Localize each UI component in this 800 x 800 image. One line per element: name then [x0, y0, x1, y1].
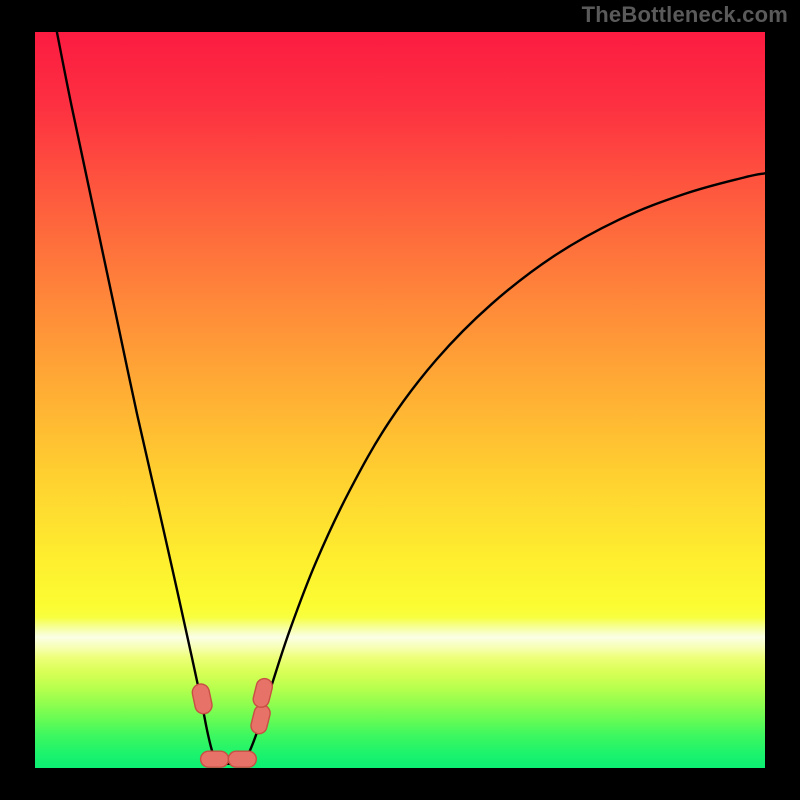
chart-plot-area: [35, 32, 765, 768]
marker-pill: [201, 751, 229, 767]
bottleneck-chart: [0, 0, 800, 800]
marker-pill: [228, 751, 256, 767]
watermark-text: TheBottleneck.com: [582, 2, 788, 28]
chart-container: TheBottleneck.com: [0, 0, 800, 800]
